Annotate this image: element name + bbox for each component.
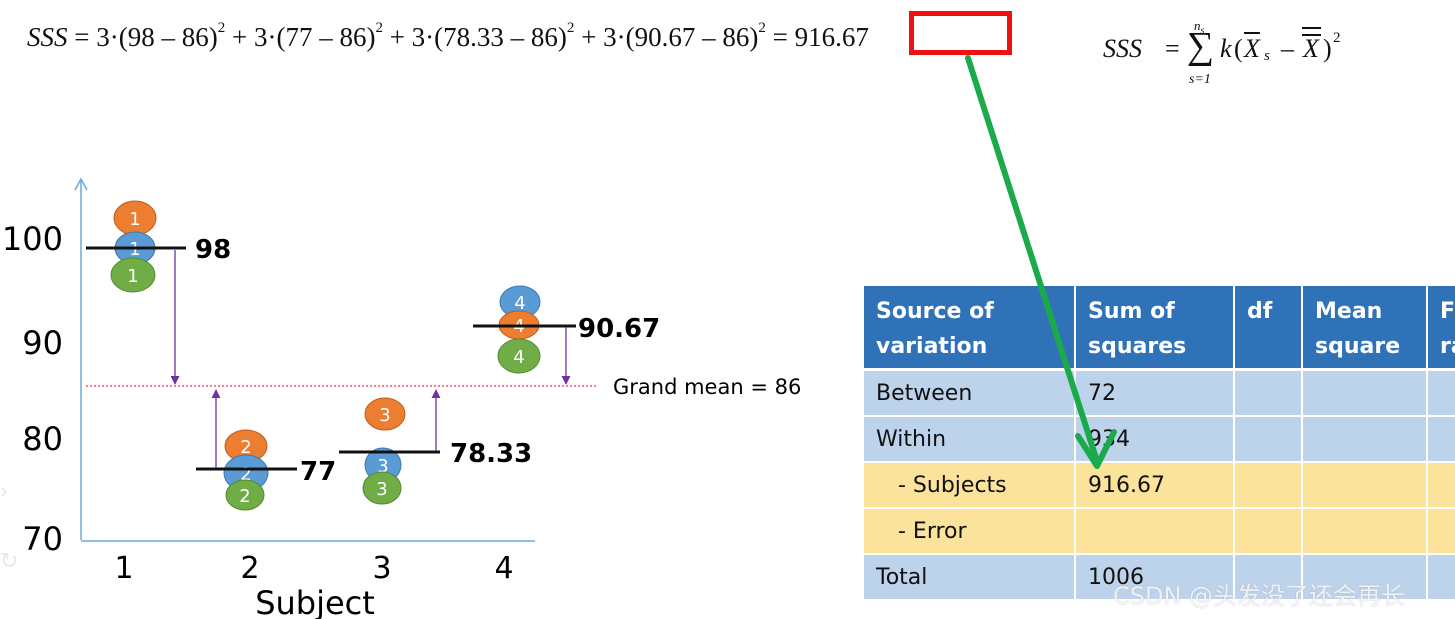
table-row-between: Between 72 [864, 371, 1455, 417]
sss-worked-formula: SSS = 3·(98 – 86)2 + 3·(77 – 86)2 + 3·(7… [27, 20, 869, 52]
subject-3-mean-label: 78.33 [450, 439, 532, 469]
svg-text:3: 3 [376, 479, 387, 500]
header-source: Source of variation [864, 286, 1076, 371]
watermark: CSDN @头发没了还会再长 [1113, 582, 1406, 610]
subject-2-points: 2 2 2 [223, 429, 269, 511]
svg-text:1: 1 [129, 209, 140, 230]
svg-text:2: 2 [239, 486, 250, 507]
svg-text:4: 4 [513, 347, 524, 368]
x-tick-4: 4 [494, 551, 513, 586]
replay-icon[interactable]: ↻ [0, 548, 19, 573]
svg-text:3: 3 [377, 456, 388, 477]
x-tick-2: 2 [240, 551, 259, 586]
subject-1-mean-label: 98 [195, 235, 231, 265]
x-tick-1: 1 [114, 551, 133, 586]
sigma-icon: ∑ [1187, 25, 1215, 67]
subject-1-points: 1 1 1 [110, 200, 157, 293]
svg-text:3: 3 [379, 405, 390, 426]
svg-text:4: 4 [514, 293, 525, 314]
grand-mean-label: Grand mean = 86 [613, 375, 801, 399]
formula-lhs: SSS [27, 22, 68, 52]
svg-text:1: 1 [127, 266, 138, 287]
header-df: df [1235, 286, 1303, 371]
y-tick-80: 80 [22, 420, 63, 458]
result-highlight-box [909, 11, 1012, 55]
header-sum-of-squares: Sum of squares [1076, 286, 1235, 371]
arrow-head-icon [1075, 429, 1117, 469]
subject-3-points: 3 3 3 [362, 397, 406, 505]
y-tick-90: 90 [22, 324, 63, 362]
subject-4-mean-label: 90.67 [578, 314, 660, 344]
y-axis-arrow-icon [74, 177, 88, 191]
formula-result: 916.67 [794, 22, 869, 52]
table-row-error: - Error [864, 509, 1455, 555]
header-mean-square: Mean square [1303, 286, 1428, 371]
table-row-subjects: - Subjects 916.67 [864, 463, 1455, 509]
next-slide-icon[interactable]: › [0, 478, 8, 503]
x-axis-title: Subject [255, 584, 375, 619]
header-f-ratio: F ratio [1428, 286, 1455, 371]
anova-header-row: Source of variation Sum of squares df Me… [864, 286, 1455, 371]
svg-text:2: 2 [240, 437, 251, 458]
y-tick-70: 70 [22, 520, 63, 558]
sss-general-formula: SSS = ns ∑ s=1 k ( X s – X ) 2 [1103, 18, 1341, 87]
table-row-total: Total 1006 [864, 555, 1455, 601]
x-tick-3: 3 [372, 551, 391, 586]
y-tick-100: 100 [2, 220, 63, 258]
subject-2-mean-label: 77 [300, 457, 336, 487]
svg-text:2: 2 [240, 464, 251, 485]
